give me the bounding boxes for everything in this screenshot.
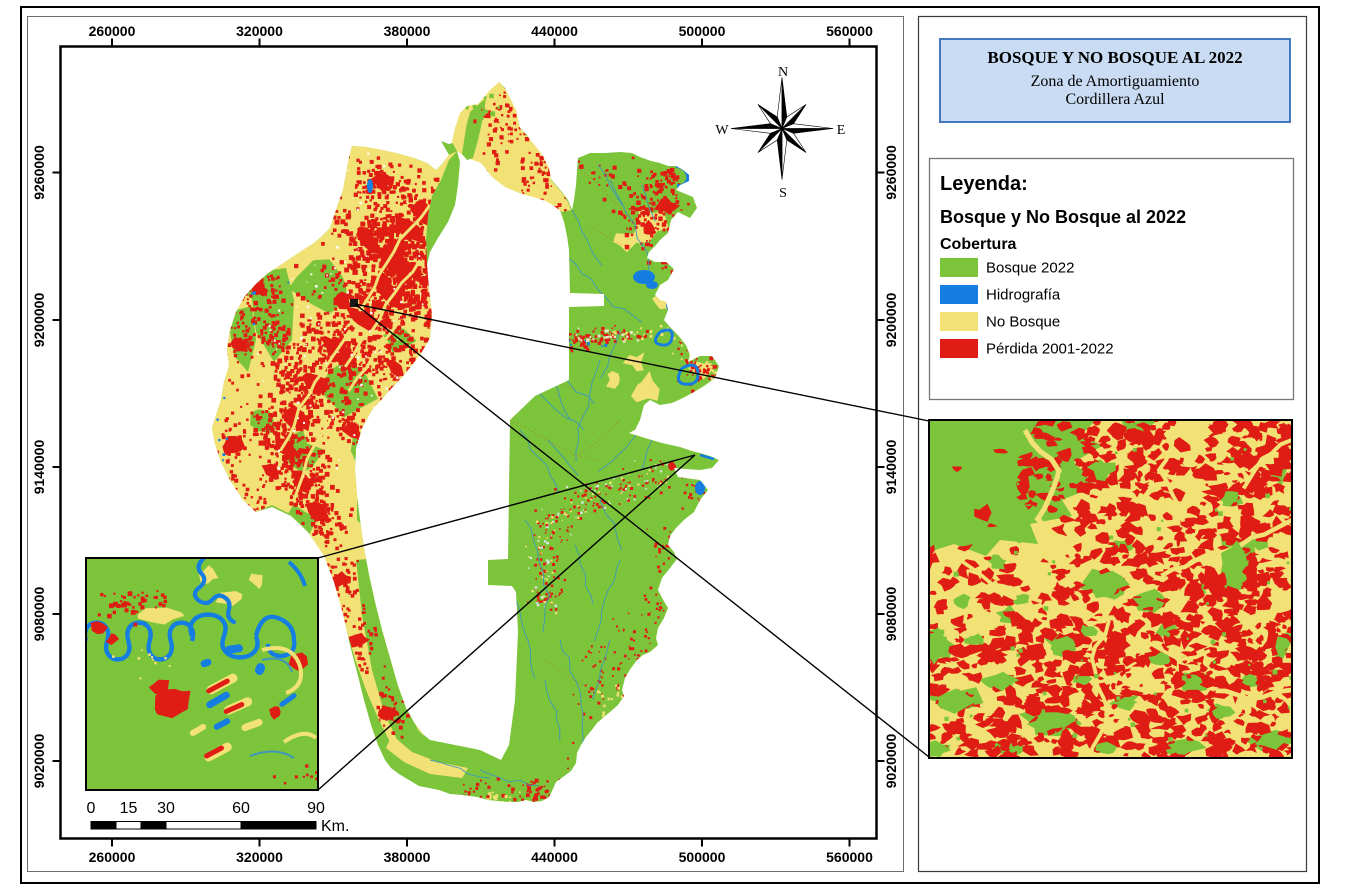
svg-text:Bosque y No Bosque al 2022: Bosque y No Bosque al 2022 [940, 207, 1186, 227]
svg-text:9260000: 9260000 [883, 145, 899, 200]
svg-text:380000: 380000 [384, 849, 431, 865]
svg-text:E: E [837, 123, 846, 138]
svg-text:Pérdida 2001-2022: Pérdida 2001-2022 [986, 341, 1114, 358]
svg-text:440000: 440000 [531, 23, 578, 39]
svg-text:No Bosque: No Bosque [986, 314, 1060, 331]
svg-text:Cobertura: Cobertura [940, 236, 1017, 253]
svg-text:0: 0 [87, 800, 96, 817]
svg-text:500000: 500000 [679, 23, 726, 39]
svg-text:9020000: 9020000 [883, 734, 899, 789]
svg-text:440000: 440000 [531, 849, 578, 865]
svg-text:9140000: 9140000 [31, 440, 47, 495]
svg-text:320000: 320000 [236, 23, 283, 39]
svg-text:15: 15 [120, 800, 138, 817]
svg-text:9080000: 9080000 [883, 587, 899, 642]
svg-text:9080000: 9080000 [31, 587, 47, 642]
svg-text:Cordillera Azul: Cordillera Azul [1065, 91, 1165, 108]
svg-text:Km.: Km. [321, 818, 349, 835]
svg-text:9020000: 9020000 [31, 734, 47, 789]
svg-text:320000: 320000 [236, 849, 283, 865]
svg-text:S: S [779, 186, 787, 201]
svg-text:9200000: 9200000 [883, 293, 899, 348]
svg-text:560000: 560000 [826, 23, 873, 39]
svg-text:Zona de Amortiguamiento: Zona de Amortiguamiento [1031, 73, 1200, 90]
svg-text:260000: 260000 [89, 849, 136, 865]
svg-text:N: N [778, 65, 788, 80]
svg-text:90: 90 [307, 800, 325, 817]
svg-text:30: 30 [157, 800, 175, 817]
svg-text:Bosque 2022: Bosque 2022 [986, 260, 1074, 277]
svg-text:9260000: 9260000 [31, 145, 47, 200]
svg-text:Hidrografía: Hidrografía [986, 287, 1061, 304]
svg-text:560000: 560000 [826, 849, 873, 865]
svg-text:380000: 380000 [384, 23, 431, 39]
svg-text:9200000: 9200000 [31, 293, 47, 348]
svg-text:BOSQUE Y NO BOSQUE AL 2022: BOSQUE Y NO BOSQUE AL 2022 [987, 48, 1242, 67]
svg-text:60: 60 [232, 800, 250, 817]
svg-text:260000: 260000 [89, 23, 136, 39]
svg-text:9140000: 9140000 [883, 440, 899, 495]
svg-text:500000: 500000 [679, 849, 726, 865]
svg-text:W: W [715, 123, 729, 138]
svg-text:Leyenda:: Leyenda: [940, 173, 1028, 195]
